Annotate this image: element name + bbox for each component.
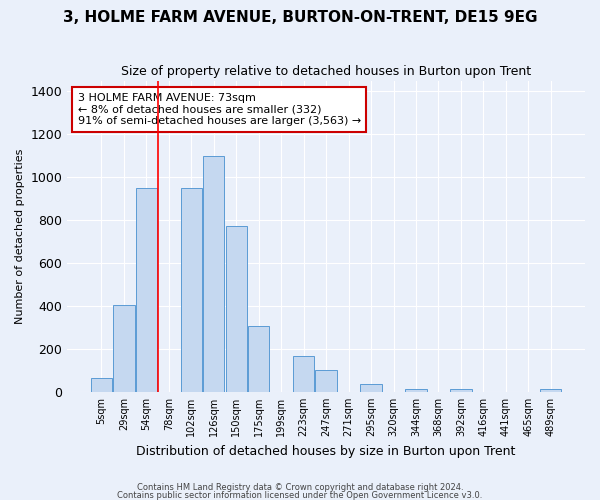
Bar: [136, 188, 157, 392]
Bar: [181, 188, 202, 392]
Text: 3, HOLME FARM AVENUE, BURTON-ON-TRENT, DE15 9EG: 3, HOLME FARM AVENUE, BURTON-ON-TRENT, D…: [63, 10, 537, 25]
Bar: [406, 388, 427, 392]
Text: Contains public sector information licensed under the Open Government Licence v3: Contains public sector information licen…: [118, 490, 482, 500]
X-axis label: Distribution of detached houses by size in Burton upon Trent: Distribution of detached houses by size …: [136, 444, 516, 458]
Bar: [293, 356, 314, 392]
Text: Contains HM Land Registry data © Crown copyright and database right 2024.: Contains HM Land Registry data © Crown c…: [137, 484, 463, 492]
Text: 3 HOLME FARM AVENUE: 73sqm
← 8% of detached houses are smaller (332)
91% of semi: 3 HOLME FARM AVENUE: 73sqm ← 8% of detac…: [77, 93, 361, 126]
Bar: [248, 326, 269, 392]
Title: Size of property relative to detached houses in Burton upon Trent: Size of property relative to detached ho…: [121, 65, 531, 78]
Bar: [450, 388, 472, 392]
Bar: [540, 388, 562, 392]
Bar: [316, 370, 337, 392]
Bar: [113, 305, 134, 392]
Bar: [91, 378, 112, 392]
Bar: [361, 384, 382, 392]
Y-axis label: Number of detached properties: Number of detached properties: [15, 148, 25, 324]
Bar: [203, 156, 224, 392]
Bar: [226, 226, 247, 392]
